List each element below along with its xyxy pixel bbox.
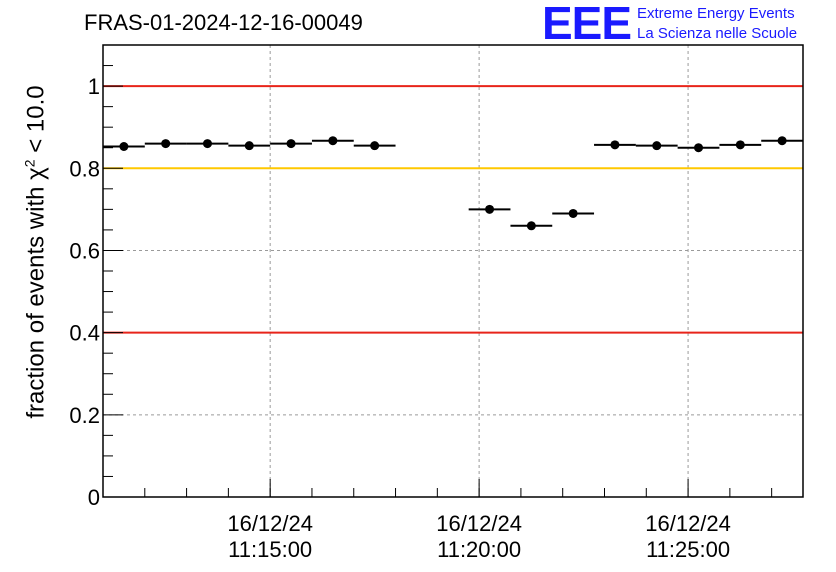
x-tick-time-label: 11:20:00 [437, 537, 521, 562]
x-tick-date-label: 16/12/24 [645, 511, 731, 536]
data-point [161, 139, 171, 149]
eee-logo: EEE Extreme Energy Events La Scienza nel… [542, 0, 832, 49]
data-point [286, 139, 296, 149]
y-tick-label: 0.4 [69, 321, 100, 346]
data-points [103, 136, 828, 231]
eee-logo-mark: EEE [542, 0, 632, 49]
y-tick-label: 0.6 [69, 238, 100, 263]
y-axis-label-prefix: fraction of events with [22, 179, 50, 419]
data-point [694, 143, 704, 153]
y-tick-label: 1 [88, 74, 100, 99]
logo-subtitle-2: La Scienza nelle Scuole [637, 25, 798, 42]
data-point [244, 141, 254, 151]
plot-frame [102, 44, 804, 498]
data-point [328, 136, 338, 146]
data-point [526, 221, 536, 231]
data-point [568, 208, 578, 218]
y-axis-label-symbol: χ [22, 167, 50, 180]
grid-layer [103, 45, 803, 497]
y-tick-label: 0 [88, 485, 100, 510]
x-tick-time-label: 11:25:00 [646, 537, 730, 562]
y-axis-label-suffix: < 10.0 [22, 85, 50, 160]
data-point [652, 141, 662, 151]
data-point [485, 204, 495, 214]
data-point [610, 140, 620, 150]
y-tick-label: 0.8 [69, 156, 100, 181]
data-point [777, 136, 787, 146]
y-axis: 0 0.2 0.4 0.6 0.8 1 [69, 44, 123, 510]
data-point [370, 141, 380, 151]
reference-lines [103, 85, 803, 334]
chart-title: FRAS-01-2024-12-16-00049 [84, 10, 363, 35]
data-point [819, 145, 828, 154]
data-point [735, 140, 745, 150]
x-tick-date-label: 16/12/24 [436, 511, 522, 536]
y-axis-label-exponent: 2 [21, 159, 38, 168]
y-tick-label: 0.2 [69, 403, 100, 428]
x-axis: 16/12/2411:15:0016/12/2411:20:0016/12/24… [144, 479, 773, 562]
data-point [202, 139, 212, 149]
data-point [119, 141, 129, 151]
logo-subtitle-1: Extreme Energy Events [637, 5, 795, 22]
x-tick-date-label: 16/12/24 [227, 511, 313, 536]
x-tick-time-label: 11:15:00 [228, 537, 312, 562]
y-axis-label: fraction of events with χ2 < 10.0 [22, 85, 51, 418]
